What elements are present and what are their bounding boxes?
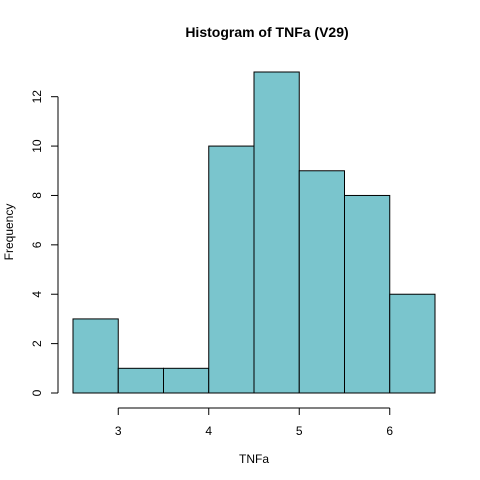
y-axis-label: Frequency xyxy=(2,204,16,261)
y-tick-label-12: 12 xyxy=(30,90,44,104)
x-tick-label-5: 5 xyxy=(296,424,303,438)
histogram-bar-2 xyxy=(163,367,210,394)
y-tick-label-8: 8 xyxy=(30,192,44,199)
x-tick-label-4: 4 xyxy=(205,424,212,438)
chart-title: Histogram of TNFa (V29) xyxy=(185,24,348,40)
histogram-bar-6 xyxy=(344,194,391,394)
y-axis: 0 2 4 6 8 10 12 xyxy=(30,90,59,396)
y-tick-label-0: 0 xyxy=(30,389,44,396)
y-tick-label-2: 2 xyxy=(30,340,44,347)
histogram-bar-4 xyxy=(253,71,300,394)
histogram-bar-0 xyxy=(72,318,119,394)
x-axis-label: TNFa xyxy=(239,452,269,466)
x-tick-label-6: 6 xyxy=(386,424,393,438)
histogram-bar-1 xyxy=(117,367,164,394)
x-tick-label-3: 3 xyxy=(115,424,122,438)
y-tick-label-4: 4 xyxy=(30,291,44,298)
histogram-bar-3 xyxy=(208,145,255,394)
y-tick-label-10: 10 xyxy=(30,139,44,153)
bars-group xyxy=(72,71,436,394)
x-axis: 3 4 5 6 xyxy=(115,407,393,438)
y-tick-label-6: 6 xyxy=(30,241,44,248)
histogram-bar-5 xyxy=(298,170,345,394)
histogram-bar-7 xyxy=(389,293,436,394)
